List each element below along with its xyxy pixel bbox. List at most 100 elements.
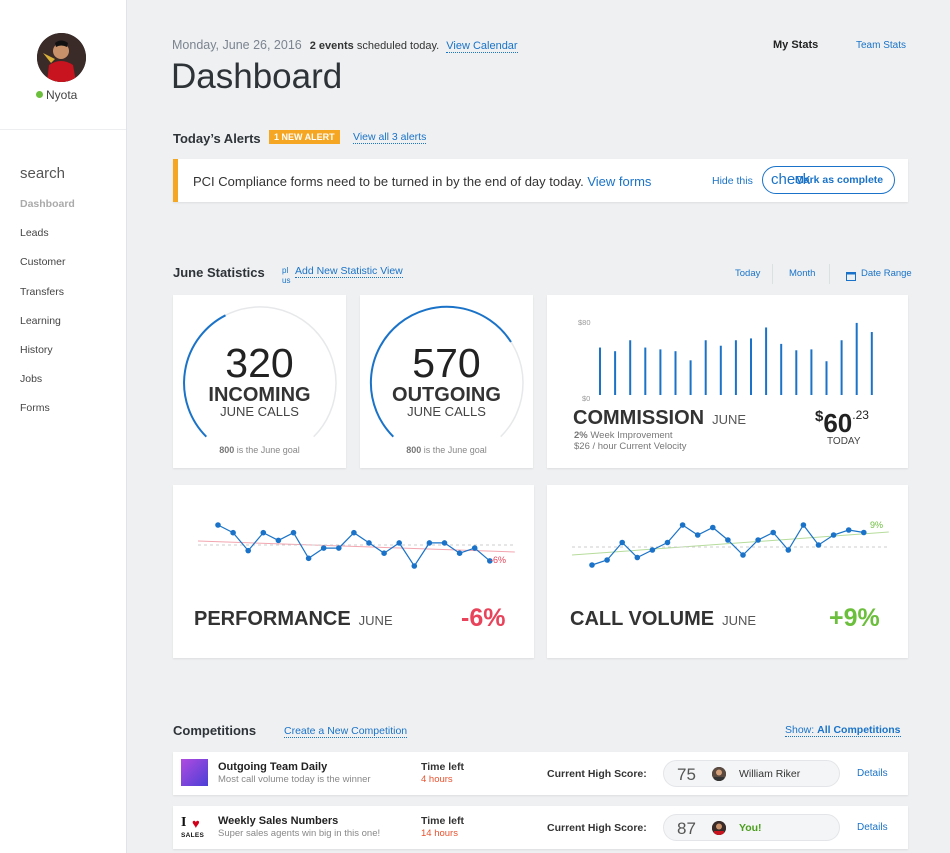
- range-today-button[interactable]: Today: [735, 268, 761, 279]
- performance-month: JUNE: [358, 613, 393, 628]
- performance-point-label: -6%: [490, 555, 507, 565]
- competition-row[interactable]: Outgoing Team Daily Most call volume tod…: [173, 752, 908, 795]
- competition-row[interactable]: I ♥ SALES Weekly Sales Numbers Super sal…: [173, 806, 908, 849]
- user-avatar[interactable]: [37, 33, 86, 82]
- sidebar-item-forms[interactable]: Forms: [20, 402, 50, 415]
- commission-month: JUNE: [712, 412, 747, 427]
- time-left-label: Time left: [421, 815, 464, 827]
- range-divider: [772, 264, 773, 284]
- plus-icon[interactable]: plus: [282, 266, 291, 285]
- sidebar-item-jobs[interactable]: Jobs: [20, 373, 43, 386]
- view-forms-link[interactable]: View forms: [587, 174, 652, 189]
- performance-label: PERFORMANCE: [194, 608, 351, 630]
- competition-desc: Super sales agents win big in this one!: [218, 828, 381, 839]
- sidebar-divider: [0, 129, 126, 130]
- outgoing-value: 570: [412, 340, 481, 386]
- outgoing-calls-card: 570 OUTGOING JUNE CALLS 800 is the June …: [360, 295, 533, 468]
- competition-logo: [181, 759, 208, 786]
- data-point: [725, 537, 731, 543]
- events-count: 2 events: [309, 40, 354, 52]
- gauge-fill: [183, 314, 226, 438]
- data-point: [634, 554, 641, 561]
- add-statistic-view-link[interactable]: Add New Statistic View: [295, 265, 403, 278]
- performance-value: -6%: [461, 604, 506, 632]
- data-point: [275, 537, 282, 544]
- sidebar-search[interactable]: search: [20, 165, 66, 182]
- data-point: [351, 529, 357, 536]
- commission-bar: [689, 360, 692, 395]
- hide-alert-link[interactable]: Hide this: [712, 175, 753, 187]
- sidebar-item-leads[interactable]: Leads: [20, 227, 49, 240]
- data-point: [830, 532, 837, 538]
- outgoing-goal: 800 is the June goal: [360, 445, 533, 455]
- commission-bar: [629, 340, 632, 395]
- call-volume-point-label: 9%: [870, 520, 884, 530]
- sidebar-item-customer[interactable]: Customer: [20, 256, 66, 269]
- trend-line: [571, 531, 889, 556]
- commission-bar: [810, 349, 813, 395]
- high-score-pill: 75 William Riker: [663, 760, 840, 787]
- sidebar-item-dashboard[interactable]: Dashboard: [20, 198, 75, 210]
- data-point: [755, 537, 761, 543]
- current-date: Monday, June 26, 2016: [172, 38, 302, 52]
- mark-complete-button[interactable]: check Mark as complete: [762, 166, 895, 194]
- range-month-button[interactable]: Month: [789, 268, 816, 279]
- sidebar: Nyota search Dashboard Leads Customer Tr…: [0, 0, 127, 853]
- details-link[interactable]: Details: [857, 768, 888, 779]
- data-point: [441, 540, 448, 546]
- commission-velocity: $26 / hour Current Velocity: [574, 441, 687, 452]
- sidebar-item-history[interactable]: History: [20, 343, 53, 356]
- page-title: Dashboard: [171, 57, 343, 96]
- view-all-alerts-link[interactable]: View all 3 alerts: [353, 131, 427, 144]
- i-love-sales-logo: I ♥ SALES: [180, 815, 210, 841]
- commission-card: $80 $0 COMMISSION JUNE 2% Week Improvemen…: [547, 295, 908, 468]
- create-competition-link[interactable]: Create a New Competition: [284, 725, 408, 738]
- alert-card: PCI Compliance forms need to be turned i…: [173, 159, 908, 202]
- data-point: [215, 522, 221, 528]
- view-calendar-link[interactable]: View Calendar: [446, 40, 518, 53]
- data-point: [396, 540, 402, 546]
- data-point: [320, 545, 327, 551]
- data-point: [245, 547, 251, 554]
- outgoing-gauge: [369, 305, 524, 438]
- amount-cents: .23: [852, 408, 869, 422]
- data-point: [800, 522, 807, 528]
- leader-name: William Riker: [739, 768, 801, 780]
- commission-improvement: 2% Week Improvement: [574, 430, 673, 441]
- improvement-text: Week Improvement: [590, 430, 673, 441]
- data-point: [664, 539, 671, 546]
- range-date-range-button[interactable]: Date Range: [861, 268, 912, 279]
- sidebar-item-learning[interactable]: Learning: [20, 314, 61, 327]
- series-line: [591, 523, 864, 566]
- data-point: [487, 558, 493, 564]
- call-volume-value: +9%: [829, 604, 880, 632]
- sidebar-nav: Dashboard Leads Customer Transfers Learn…: [20, 198, 75, 432]
- data-point: [411, 563, 418, 569]
- amount-dollars: 60: [823, 408, 853, 438]
- competition-title: Outgoing Team Daily: [218, 761, 328, 773]
- data-point: [694, 532, 701, 538]
- tab-my-stats[interactable]: My Stats: [773, 39, 819, 51]
- high-score-label: Current High Score:: [547, 822, 647, 834]
- mark-complete-label: Mark as complete: [795, 174, 884, 186]
- show-filter[interactable]: Show: All Competitions: [785, 724, 901, 737]
- competition-desc: Most call volume today is the winner: [218, 774, 371, 785]
- data-point: [260, 529, 267, 536]
- commission-bar: [599, 347, 601, 395]
- commission-label: COMMISSION: [573, 407, 705, 429]
- outgoing-label: OUTGOING: [392, 384, 501, 406]
- high-score-value: 75: [677, 765, 696, 784]
- details-link[interactable]: Details: [857, 822, 888, 833]
- leader-avatar: [712, 821, 726, 835]
- sidebar-item-transfers[interactable]: Transfers: [20, 285, 64, 298]
- time-left-value: 4 hours: [421, 774, 453, 785]
- commission-bar: [734, 340, 737, 395]
- leader-avatar: [712, 767, 726, 781]
- tab-team-stats[interactable]: Team Stats: [856, 40, 907, 51]
- data-point: [770, 529, 776, 536]
- data-point: [815, 542, 822, 548]
- commission-bar-chart: [599, 322, 873, 395]
- logo-sales-text: SALES: [181, 832, 205, 839]
- show-filter-label: Show:: [785, 724, 815, 736]
- incoming-calls-card: 320 INCOMING JUNE CALLS 800 is the June …: [173, 295, 346, 468]
